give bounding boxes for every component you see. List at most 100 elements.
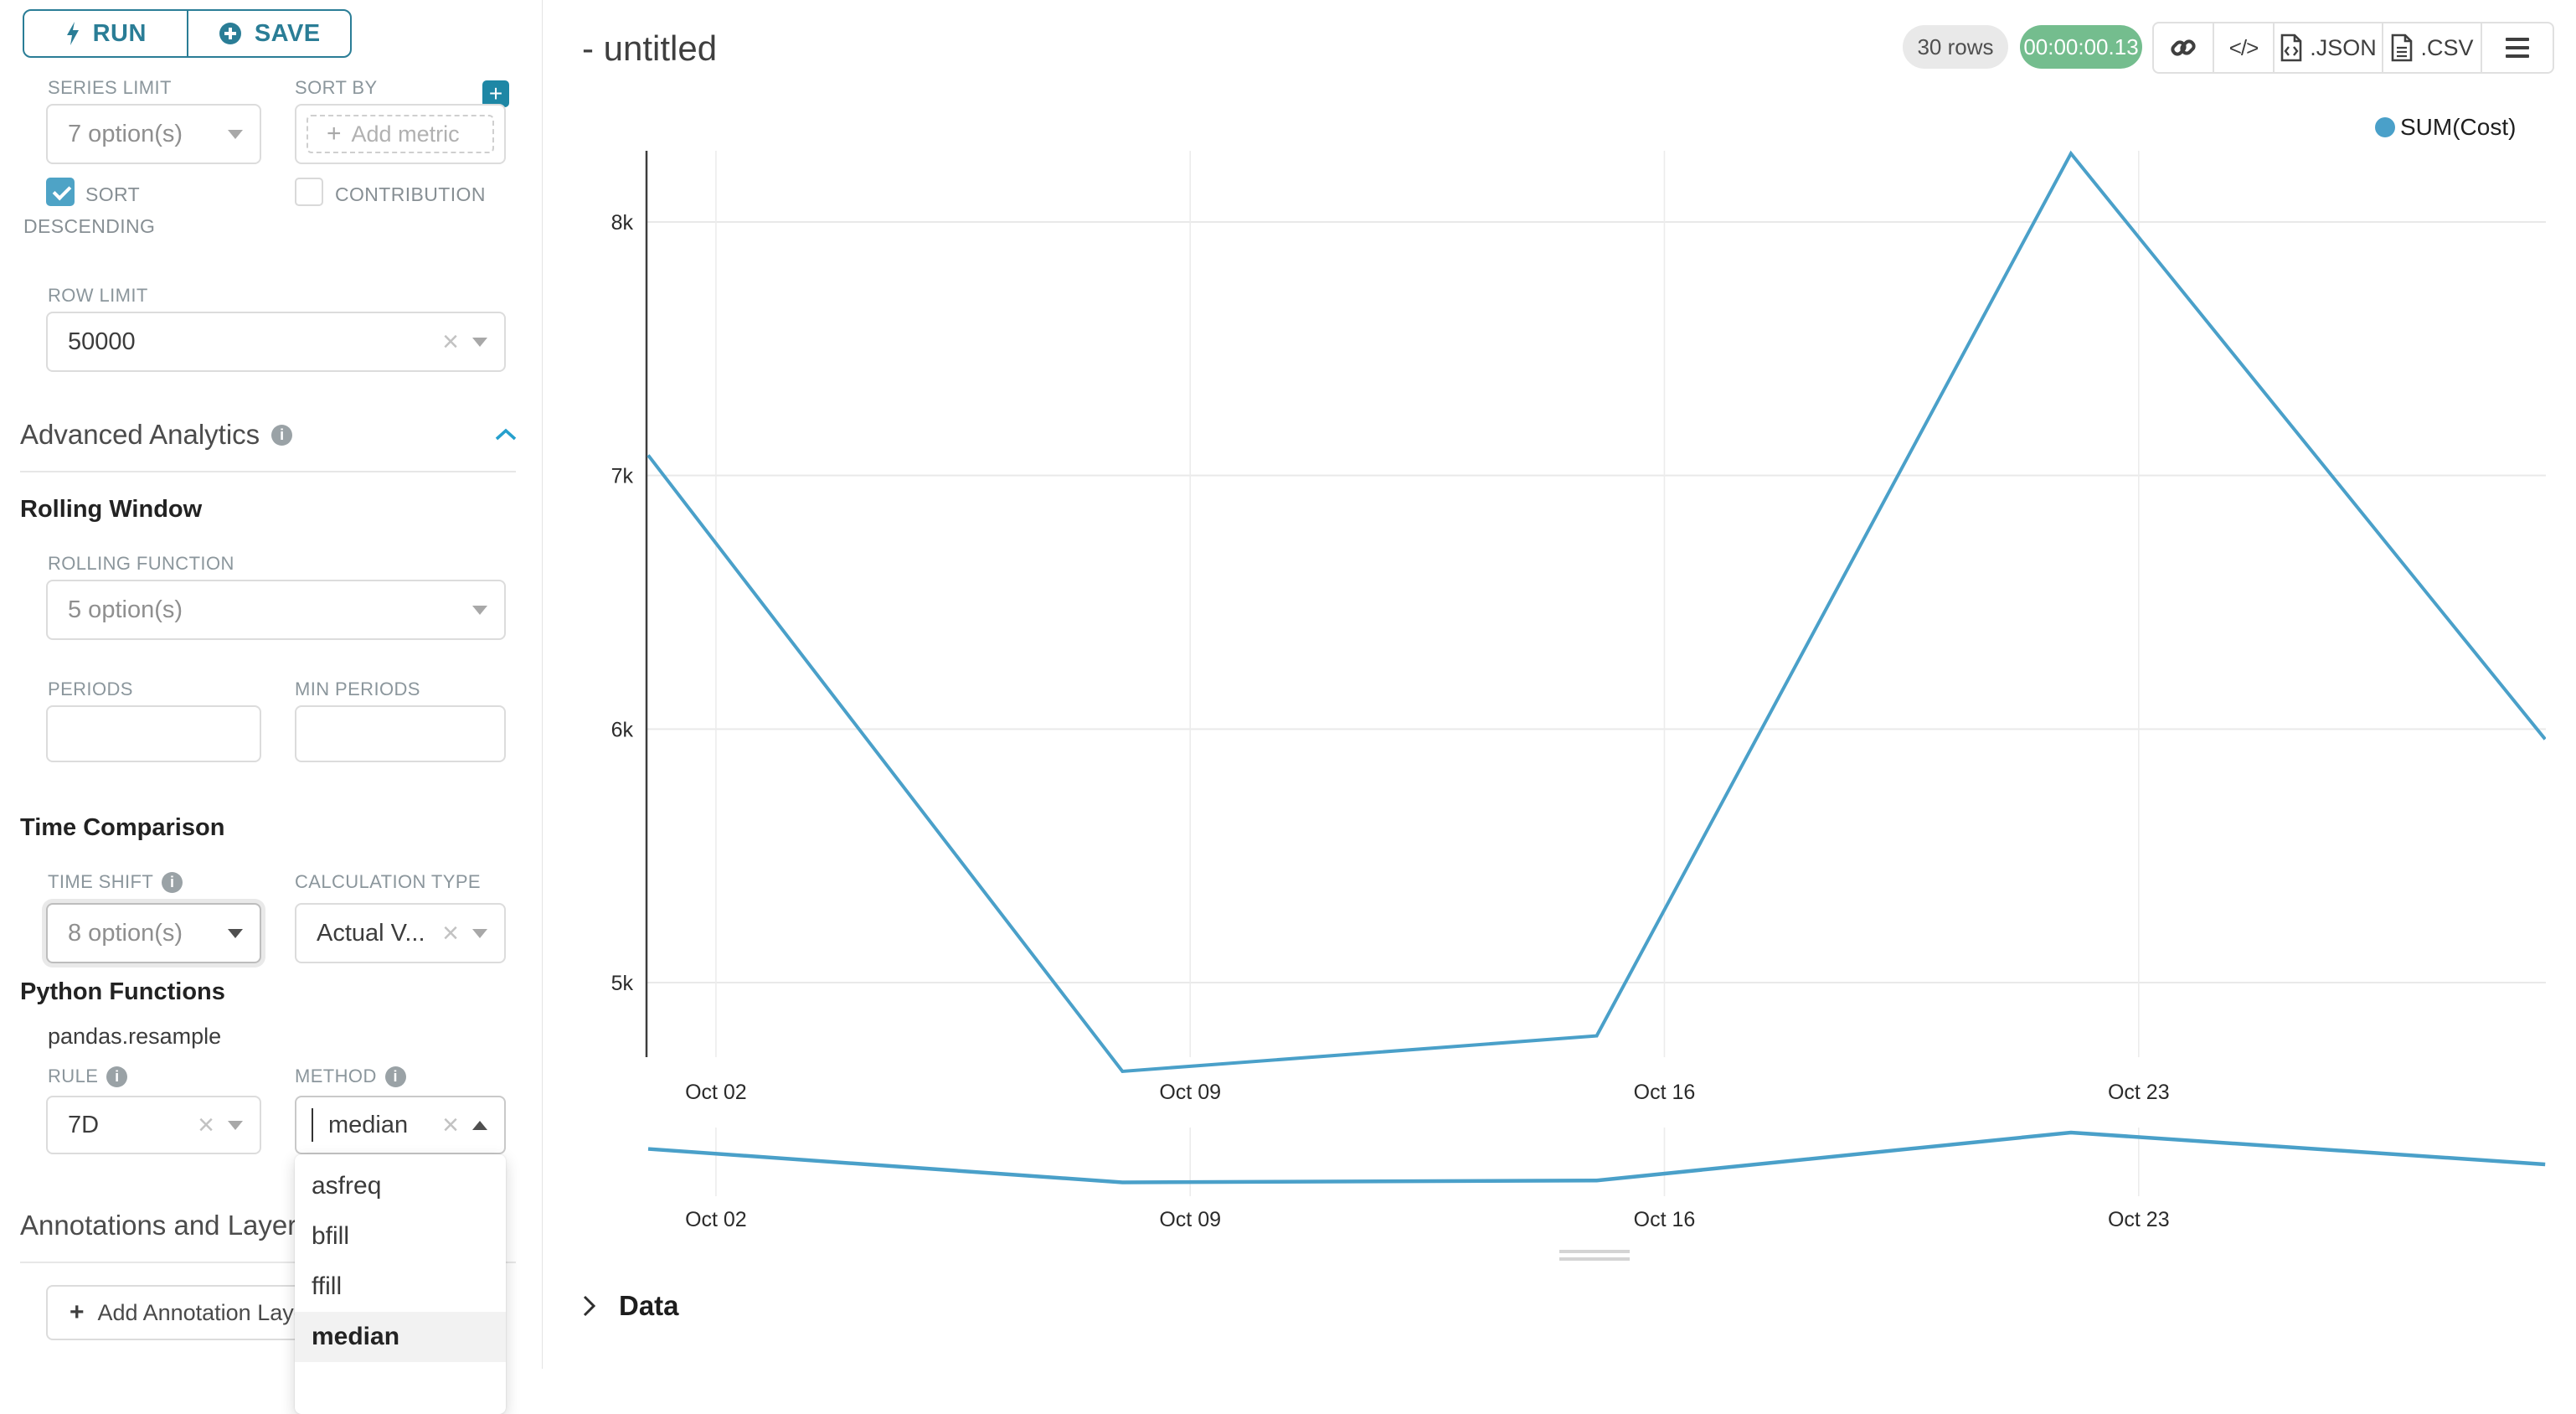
- series-limit-select[interactable]: 7 option(s): [46, 104, 261, 164]
- rolling-window-title: Rolling Window: [20, 496, 203, 523]
- rule-select[interactable]: 7D ×: [46, 1096, 261, 1154]
- rolling-function-select[interactable]: 5 option(s): [46, 580, 506, 640]
- info-icon[interactable]: i: [162, 871, 183, 893]
- sidebar-divider: [542, 0, 543, 1369]
- legend-dot-icon: [2375, 117, 2395, 137]
- chart-legend[interactable]: SUM(Cost): [2375, 114, 2516, 141]
- run-button[interactable]: RUN: [24, 11, 187, 56]
- control-panel: RUN SAVE SERIES LIMIT SORT BY + 7 option…: [0, 0, 543, 1369]
- svg-text:Oct 23: Oct 23: [2108, 1208, 2170, 1231]
- row-count-badge: 30 rows: [1903, 25, 2008, 69]
- min-periods-label: MIN PERIODS: [295, 679, 420, 699]
- chart-title[interactable]: - untitled: [582, 28, 718, 68]
- data-panel-title[interactable]: Data: [619, 1290, 679, 1321]
- python-functions-title: Python Functions: [20, 978, 225, 1005]
- pandas-resample-label: pandas.resample: [48, 1024, 222, 1049]
- calculation-type-value: Actual V...: [317, 919, 425, 947]
- code-icon: </>: [2228, 34, 2259, 60]
- caret-down-icon: [228, 129, 243, 139]
- save-button-label: SAVE: [254, 19, 321, 47]
- time-shift-select[interactable]: 8 option(s): [46, 903, 261, 963]
- annotations-title: Annotations and Layers: [20, 1210, 311, 1241]
- add-metric-plus-button[interactable]: +: [482, 80, 509, 107]
- panel-resize-handle[interactable]: [1559, 1250, 1630, 1253]
- caret-down-icon: [472, 605, 487, 615]
- circle-plus-icon: [219, 23, 241, 44]
- view-query-button[interactable]: </>: [2214, 23, 2275, 72]
- panel-resize-handle[interactable]: [1559, 1257, 1630, 1261]
- caret-down-icon: [472, 928, 487, 938]
- sort-by-control: + Add metric: [295, 104, 506, 164]
- advanced-analytics-header[interactable]: Advanced Analytics i: [20, 419, 293, 451]
- caret-down-icon: [228, 1120, 243, 1130]
- method-options-listbox: asfreq bfill ffill median: [295, 1154, 506, 1414]
- rule-label-text: RULE: [48, 1066, 99, 1086]
- contribution-checkbox[interactable]: [295, 178, 323, 206]
- bolt-icon: [66, 22, 79, 45]
- method-option-bfill[interactable]: bfill: [312, 1222, 350, 1250]
- legend-label: SUM(Cost): [2400, 114, 2517, 140]
- svg-text:Oct 02: Oct 02: [685, 1081, 747, 1104]
- chevron-right-icon[interactable]: [582, 1294, 597, 1318]
- run-save-button-group: RUN SAVE: [23, 9, 352, 58]
- add-metric-placeholder: Add metric: [351, 121, 460, 147]
- clear-icon[interactable]: ×: [442, 1109, 459, 1141]
- text-cursor: [312, 1108, 313, 1142]
- annotations-header[interactable]: Annotations and Layers: [20, 1210, 311, 1241]
- sort-descending-checkbox[interactable]: [46, 178, 75, 206]
- sort-by-label: SORT BY: [295, 77, 378, 98]
- json-file-icon: [2280, 34, 2302, 62]
- method-option-median[interactable]: median: [295, 1312, 506, 1362]
- add-annotation-label: Add Annotation Layer: [97, 1299, 314, 1325]
- clear-icon[interactable]: ×: [442, 326, 459, 358]
- row-limit-select[interactable]: 50000 ×: [46, 312, 506, 372]
- row-limit-label: ROW LIMIT: [48, 285, 148, 306]
- clear-icon[interactable]: ×: [442, 917, 459, 949]
- sort-descending-label-2: DESCENDING: [23, 215, 156, 237]
- advanced-analytics-title: Advanced Analytics: [20, 419, 260, 450]
- caret-up-icon: [472, 1120, 487, 1130]
- plus-icon: +: [70, 1298, 85, 1326]
- info-icon[interactable]: i: [106, 1066, 128, 1087]
- copy-link-button[interactable]: [2154, 23, 2214, 72]
- save-button[interactable]: SAVE: [188, 11, 351, 56]
- section-divider: [20, 471, 516, 472]
- periods-input[interactable]: [46, 705, 261, 762]
- link-icon: [2171, 39, 2196, 56]
- rule-value: 7D: [68, 1111, 100, 1138]
- contribution-label: CONTRIBUTION: [335, 183, 486, 205]
- clear-icon[interactable]: ×: [198, 1109, 214, 1141]
- svg-text:Oct 09: Oct 09: [1159, 1208, 1221, 1231]
- periods-label: PERIODS: [48, 679, 133, 699]
- svg-text:Oct 02: Oct 02: [685, 1208, 747, 1231]
- time-shift-label-text: TIME SHIFT: [48, 871, 154, 892]
- export-csv-button[interactable]: .CSV: [2383, 23, 2482, 72]
- method-option-ffill[interactable]: ffill: [312, 1272, 343, 1300]
- series-limit-value: 7 option(s): [68, 120, 183, 147]
- button-divider: [186, 11, 188, 56]
- svg-text:6k: 6k: [611, 718, 634, 741]
- method-option-asfreq[interactable]: asfreq: [312, 1172, 382, 1200]
- chevron-up-icon[interactable]: [494, 427, 518, 442]
- svg-text:8k: 8k: [611, 211, 634, 235]
- add-metric-dropzone[interactable]: + Add metric: [307, 115, 494, 153]
- min-periods-input[interactable]: [295, 705, 506, 762]
- calculation-type-select[interactable]: Actual V... ×: [295, 903, 506, 963]
- export-json-button[interactable]: .JSON: [2275, 23, 2383, 72]
- run-button-label: RUN: [92, 19, 147, 47]
- method-combobox[interactable]: median ×: [295, 1096, 506, 1154]
- rule-label: RULE i: [48, 1066, 128, 1087]
- row-limit-value: 50000: [68, 328, 136, 355]
- more-options-button[interactable]: [2482, 23, 2553, 72]
- calculation-type-label: CALCULATION TYPE: [295, 871, 481, 892]
- plus-icon: +: [327, 120, 342, 147]
- query-timer-badge: 00:00:00.13: [2020, 25, 2142, 69]
- caret-down-icon: [228, 928, 243, 938]
- method-value: median: [328, 1111, 409, 1138]
- hamburger-menu-icon: [2506, 38, 2529, 58]
- export-csv-label: .CSV: [2420, 34, 2474, 60]
- info-icon[interactable]: i: [384, 1066, 406, 1087]
- info-icon[interactable]: i: [271, 424, 293, 446]
- time-shift-value: 8 option(s): [68, 919, 183, 947]
- svg-text:Oct 16: Oct 16: [1634, 1208, 1696, 1231]
